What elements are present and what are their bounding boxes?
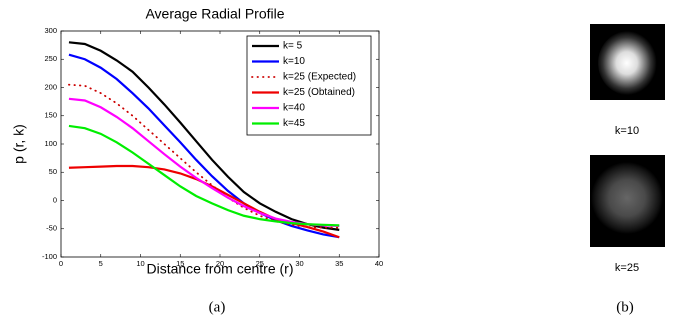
caption: (b) [616, 299, 634, 315]
x-tick-label: 40 [375, 259, 383, 268]
y-tick-label: -100 [42, 252, 57, 261]
legend-label: k= 5 [283, 41, 303, 52]
legend-box [247, 36, 371, 135]
chart-title: Average Radial Profile [145, 6, 284, 22]
image-label: k=10 [615, 125, 639, 137]
y-tick-label: -50 [46, 224, 57, 233]
x-tick-label: 30 [295, 259, 303, 268]
x-tick-label: 10 [136, 259, 144, 268]
legend-label: k=25 (Obtained) [283, 87, 355, 98]
legend-label: k=25 (Expected) [283, 72, 356, 83]
legend-label: k=40 [283, 103, 305, 114]
y-tick-label: 150 [44, 111, 57, 120]
y-tick-label: 50 [49, 167, 57, 176]
y-tick-label: 100 [44, 139, 57, 148]
y-tick-label: 200 [44, 82, 57, 91]
legend-label: k=10 [283, 56, 305, 67]
y-tick-label: 250 [44, 54, 57, 63]
figure: Average Radial Profile Distance from cen… [0, 0, 690, 322]
series-line [69, 126, 339, 225]
y-tick-label: 300 [44, 26, 57, 35]
image-blob [598, 31, 658, 95]
x-tick-label: 35 [335, 259, 343, 268]
y-axis-label: p (r, k) [11, 124, 27, 164]
x-tick-label: 20 [216, 259, 224, 268]
x-tick-label: 5 [99, 259, 103, 268]
x-tick-label: 15 [176, 259, 184, 268]
y-tick-label: 0 [53, 195, 57, 204]
image-blob [591, 162, 663, 234]
caption: (a) [209, 299, 226, 315]
x-tick-label: 25 [256, 259, 264, 268]
image-label: k=25 [615, 262, 639, 274]
x-tick-label: 0 [59, 259, 63, 268]
legend-label: k=45 [283, 118, 305, 129]
